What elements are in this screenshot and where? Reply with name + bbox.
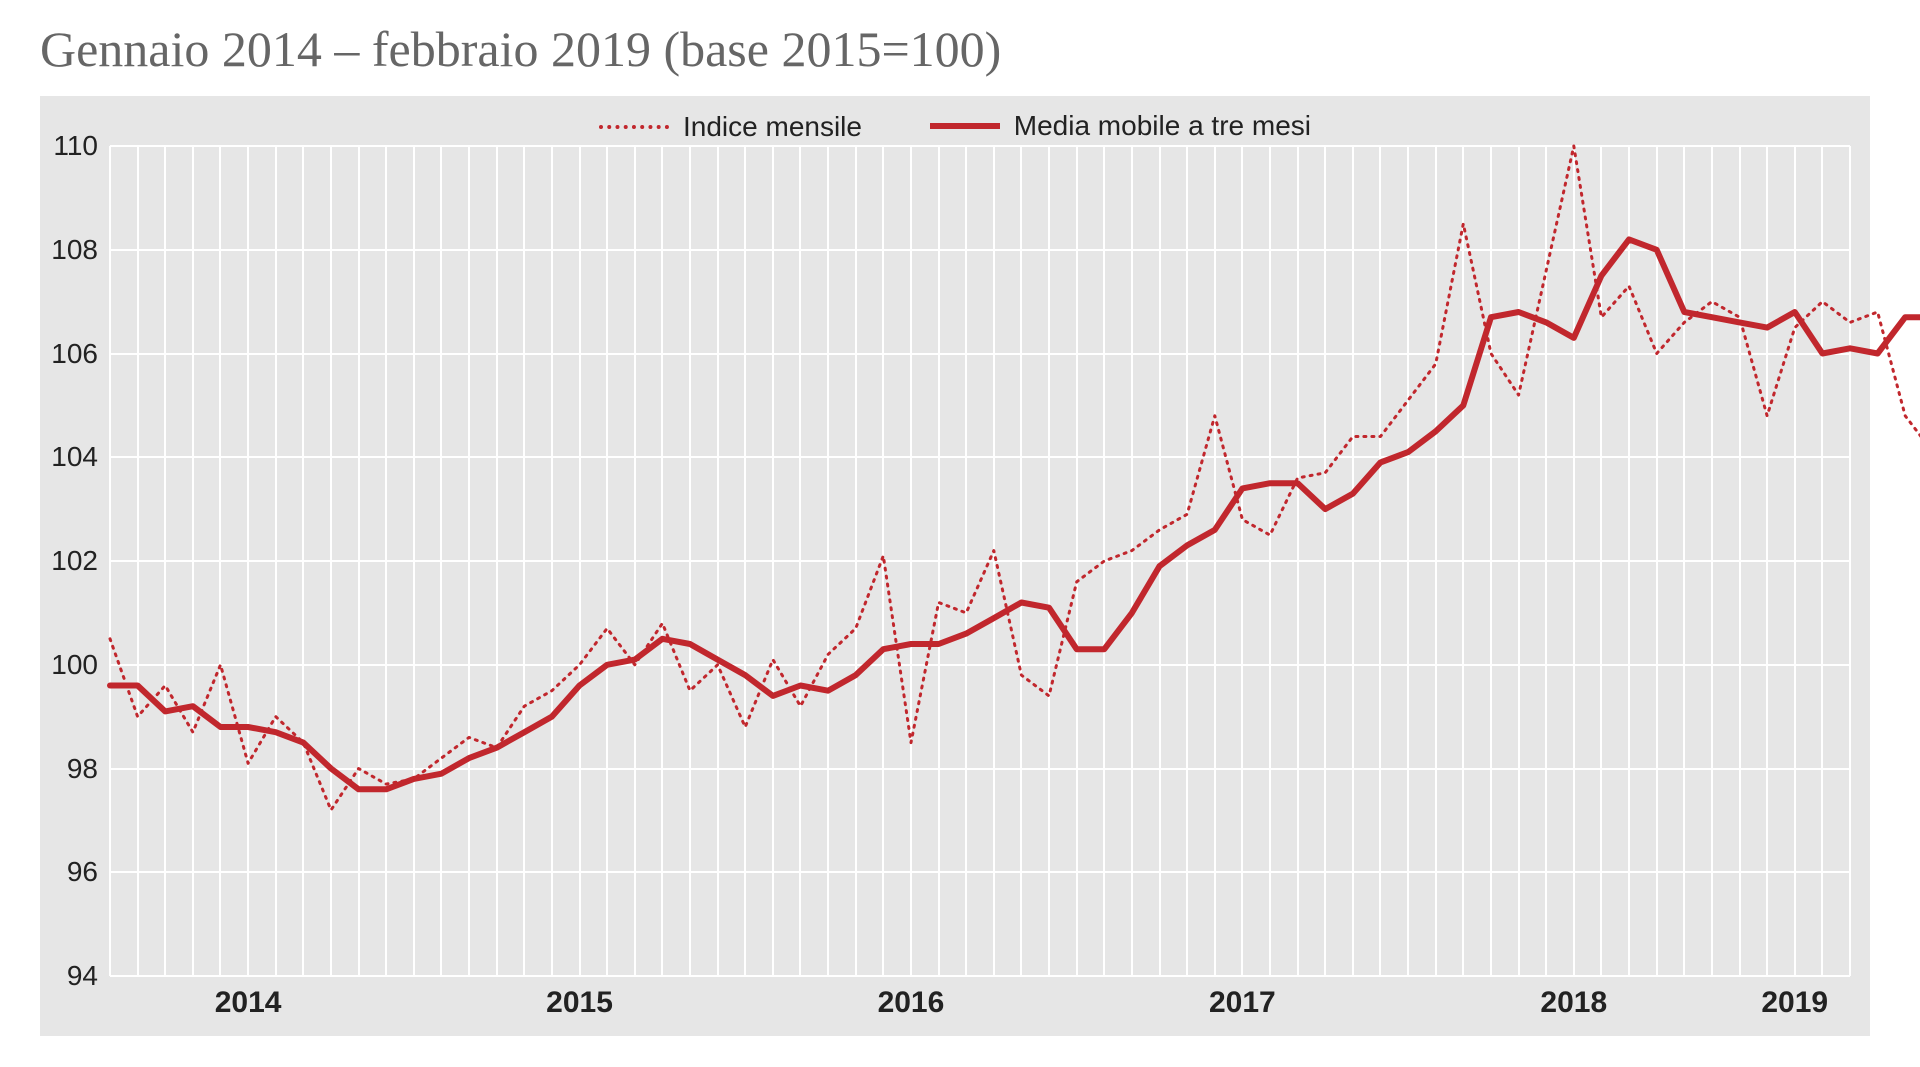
y-tick-label: 106 — [51, 338, 110, 370]
series-media-mobile-a-tre-mesi — [110, 239, 1920, 789]
legend-label-2: Media mobile a tre mesi — [1014, 110, 1311, 142]
x-tick-label: 2016 — [878, 976, 945, 1020]
legend-swatch-dotted — [599, 125, 669, 129]
legend: Indice mensile Media mobile a tre mesi — [40, 104, 1870, 143]
chart-title: Gennaio 2014 – febbraio 2019 (base 2015=… — [40, 20, 1870, 78]
chart-svg — [110, 146, 1850, 976]
legend-swatch-solid — [930, 123, 1000, 129]
plot-area: 9496981001021041061081102014201520162017… — [110, 146, 1850, 976]
y-tick-label: 108 — [51, 234, 110, 266]
y-tick-label: 102 — [51, 545, 110, 577]
x-tick-label: 2015 — [546, 976, 613, 1020]
x-tick-label: 2018 — [1540, 976, 1607, 1020]
legend-label-1: Indice mensile — [683, 111, 862, 143]
x-tick-label: 2019 — [1761, 976, 1828, 1020]
chart-container: Indice mensile Media mobile a tre mesi 9… — [40, 96, 1870, 1036]
y-tick-label: 104 — [51, 441, 110, 473]
legend-item-media-mobile: Media mobile a tre mesi — [930, 110, 1311, 142]
y-tick-label: 98 — [67, 753, 110, 785]
y-tick-label: 96 — [67, 856, 110, 888]
y-tick-label: 100 — [51, 649, 110, 681]
y-tick-label: 94 — [67, 960, 110, 992]
legend-item-indice-mensile: Indice mensile — [599, 111, 862, 143]
x-tick-label: 2017 — [1209, 976, 1276, 1020]
y-tick-label: 110 — [53, 130, 110, 162]
x-tick-label: 2014 — [215, 976, 282, 1020]
